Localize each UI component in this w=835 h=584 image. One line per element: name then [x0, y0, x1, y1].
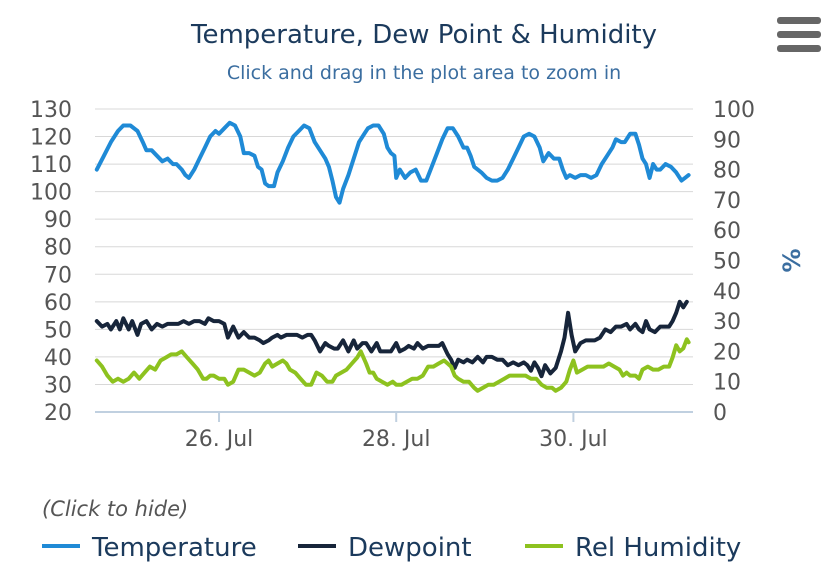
chart-title: Temperature, Dew Point & Humidity — [190, 20, 657, 50]
right-tick-label: 0 — [713, 401, 727, 426]
hamburger-menu-icon[interactable] — [777, 17, 821, 52]
left-tick-label: 130 — [30, 98, 72, 123]
right-tick-label: 50 — [713, 250, 741, 275]
x-axis-labels: 26. Jul 28. Jul 30. Jul — [185, 412, 608, 452]
x-tick-label: 26. Jul — [185, 427, 254, 452]
legend-title: (Click to hide) — [42, 497, 188, 521]
right-tick-label: 10 — [713, 371, 741, 396]
chart-subtitle: Click and drag in the plot area to zoom … — [227, 62, 621, 84]
legend-label: Temperature — [91, 533, 257, 563]
left-tick-label: 100 — [30, 181, 72, 206]
left-tick-label: 70 — [44, 263, 72, 288]
right-tick-label: 80 — [713, 159, 741, 184]
legend-item-dewpoint[interactable]: Dewpoint — [298, 533, 472, 563]
series-line-temperature[interactable] — [94, 120, 691, 205]
left-tick-label: 80 — [44, 236, 72, 261]
plot-area[interactable] — [94, 120, 691, 393]
left-tick-label: 50 — [44, 318, 72, 343]
x-tick-label: 28. Jul — [362, 427, 431, 452]
right-tick-label: 20 — [713, 340, 741, 365]
left-tick-label: 30 — [44, 373, 72, 398]
legend-item-temperature[interactable]: Temperature — [42, 533, 257, 563]
right-tick-label: 40 — [713, 280, 741, 305]
right-tick-label: 100 — [713, 98, 755, 123]
legend-label: Rel Humidity — [575, 533, 741, 563]
left-tick-label: 60 — [44, 291, 72, 316]
left-tick-label: 40 — [44, 346, 72, 371]
right-tick-label: 30 — [713, 310, 741, 335]
right-tick-label: 60 — [713, 219, 741, 244]
series-line-rel-humidity[interactable] — [94, 337, 691, 393]
left-tick-label: 120 — [30, 126, 72, 151]
right-axis-unit: % — [778, 248, 806, 272]
legend[interactable]: Temperature Dewpoint Rel Humidity — [42, 533, 741, 563]
x-tick-label: 30. Jul — [539, 427, 608, 452]
right-tick-label: 70 — [713, 189, 741, 214]
left-tick-label: 110 — [30, 153, 72, 178]
left-tick-label: 20 — [44, 401, 72, 426]
left-tick-label: 90 — [44, 208, 72, 233]
series-line-dewpoint[interactable] — [94, 299, 689, 379]
right-axis-labels: 0 10 20 30 40 50 60 70 80 90 100 — [713, 98, 755, 426]
legend-item-rel-humidity[interactable]: Rel Humidity — [525, 533, 741, 563]
right-tick-label: 90 — [713, 128, 741, 153]
legend-label: Dewpoint — [348, 533, 472, 563]
